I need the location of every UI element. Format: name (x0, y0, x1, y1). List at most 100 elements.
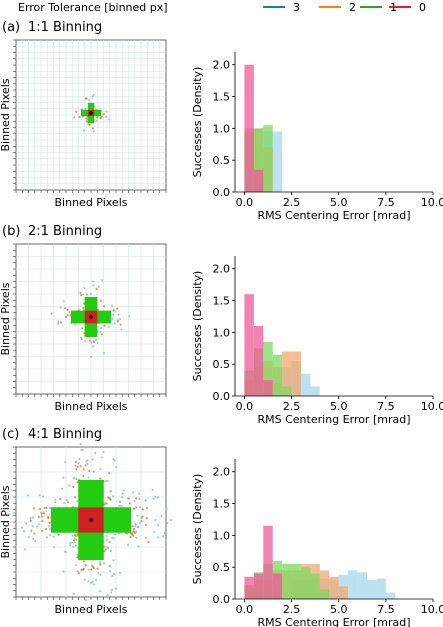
point-tolerance-2 (88, 123, 91, 126)
point-tolerance-2 (107, 496, 110, 499)
point-tolerance-3 (73, 537, 76, 540)
point-tolerance-3 (138, 497, 141, 500)
point-tolerance-2 (99, 477, 102, 480)
histogram-bar (253, 326, 264, 396)
point-tolerance-3 (112, 537, 116, 540)
point-tolerance-3 (73, 116, 76, 119)
point-tolerance-3 (57, 322, 60, 325)
point-tolerance-3 (85, 460, 88, 463)
point-tolerance-3 (121, 496, 124, 499)
point-tolerance-3 (165, 507, 168, 510)
pixel-y-label: Binned Pixels (0, 282, 12, 355)
histogram-bar (338, 586, 349, 599)
point-tolerance-3 (76, 570, 79, 573)
point-tolerance-3 (120, 328, 123, 331)
point-tolerance-3 (87, 476, 90, 479)
point-tolerance-3 (154, 518, 157, 522)
panel-tag: (b) (2, 224, 20, 239)
point-tolerance-2 (43, 506, 46, 510)
point-tolerance-2 (108, 564, 111, 568)
y-tick-label: 2.0 (213, 263, 231, 276)
point-tolerance-2 (92, 566, 95, 569)
x-tick-label: 0.0 (236, 603, 254, 616)
histogram-bar (282, 564, 292, 599)
point-tolerance-3 (91, 280, 94, 283)
point-tolerance-3 (52, 535, 55, 538)
point-tolerance-2 (104, 548, 107, 551)
point-tolerance-2 (75, 538, 78, 541)
point-tolerance-3 (109, 570, 112, 573)
point-tolerance-3 (8, 513, 11, 516)
point-tolerance-2 (82, 306, 85, 309)
histogram-x-label: RMS Centering Error [mrad] (258, 209, 411, 222)
x-tick-label: 7.5 (377, 603, 395, 616)
point-tolerance-2 (76, 481, 79, 484)
point-tolerance-3 (78, 436, 81, 440)
x-tick-label: 5.0 (330, 400, 348, 413)
x-tick-label: 2.5 (283, 603, 301, 616)
point-tolerance-3 (68, 311, 71, 314)
point-tolerance-3 (41, 495, 45, 498)
point-tolerance-3 (81, 448, 85, 452)
target-center (89, 315, 93, 319)
point-tolerance-3 (115, 465, 118, 469)
point-tolerance-2 (93, 341, 96, 344)
point-tolerance-2 (79, 294, 83, 297)
point-tolerance-3 (117, 532, 121, 535)
histogram: 0.0 2.5 5.0 7.5 10.0 0.0 0.5 1.0 1.5 2.0 (213, 459, 443, 616)
point-tolerance-3 (100, 279, 104, 282)
point-tolerance-3 (137, 545, 140, 548)
point-tolerance-2 (127, 497, 130, 500)
point-tolerance-3 (95, 339, 98, 342)
histogram-bar (348, 570, 358, 599)
histogram-bar (244, 64, 254, 192)
point-tolerance-3 (82, 129, 86, 132)
point-tolerance-3 (53, 546, 56, 549)
point-tolerance-2 (38, 507, 42, 511)
point-tolerance-2 (103, 503, 106, 506)
point-tolerance-2 (80, 568, 83, 571)
point-tolerance-3 (31, 516, 34, 519)
point-tolerance-3 (97, 572, 100, 575)
point-tolerance-2 (48, 521, 51, 525)
point-tolerance-3 (113, 573, 116, 576)
histogram-bar (263, 341, 273, 396)
point-tolerance-3 (92, 130, 95, 133)
point-tolerance-3 (99, 560, 102, 564)
point-tolerance-3 (65, 498, 69, 502)
histogram-bar (376, 578, 386, 599)
point-tolerance-3 (13, 511, 16, 515)
point-tolerance-2 (74, 496, 77, 499)
point-tolerance-3 (89, 355, 93, 359)
point-tolerance-2 (100, 115, 104, 118)
point-tolerance-2 (37, 515, 40, 518)
point-tolerance-2 (132, 527, 136, 530)
pixel-ticks (13, 446, 167, 600)
point-tolerance-3 (32, 538, 35, 541)
point-tolerance-2 (82, 568, 85, 571)
point-tolerance-2 (66, 314, 69, 317)
panel-3: (c) 4:1 Binning Binned Pixels Binned Pixels… (0, 427, 443, 627)
point-tolerance-3 (152, 497, 155, 500)
pixel-y-label: Binned Pixels (0, 78, 12, 151)
point-tolerance-3 (126, 543, 130, 546)
pixel-grid (16, 40, 166, 190)
point-tolerance-2 (67, 501, 70, 504)
histogram-bar (263, 380, 273, 396)
point-tolerance-3 (45, 536, 49, 539)
point-tolerance-3 (132, 491, 135, 494)
point-tolerance-3 (23, 548, 27, 551)
point-tolerance-3 (144, 499, 147, 502)
histogram-bar (282, 386, 292, 396)
y-tick-label: 1.0 (213, 326, 231, 339)
point-tolerance-2 (33, 532, 36, 535)
histogram-bar (253, 128, 264, 192)
point-tolerance-3 (107, 546, 110, 549)
point-tolerance-3 (31, 525, 34, 528)
panels: (a) 1:1 Binning Binned Pixels Binned Pixels… (0, 20, 443, 627)
point-tolerance-2 (78, 115, 81, 118)
point-tolerance-2 (132, 530, 135, 533)
y-tick-label: 0.5 (213, 358, 231, 371)
pixel-ticks (13, 39, 167, 193)
